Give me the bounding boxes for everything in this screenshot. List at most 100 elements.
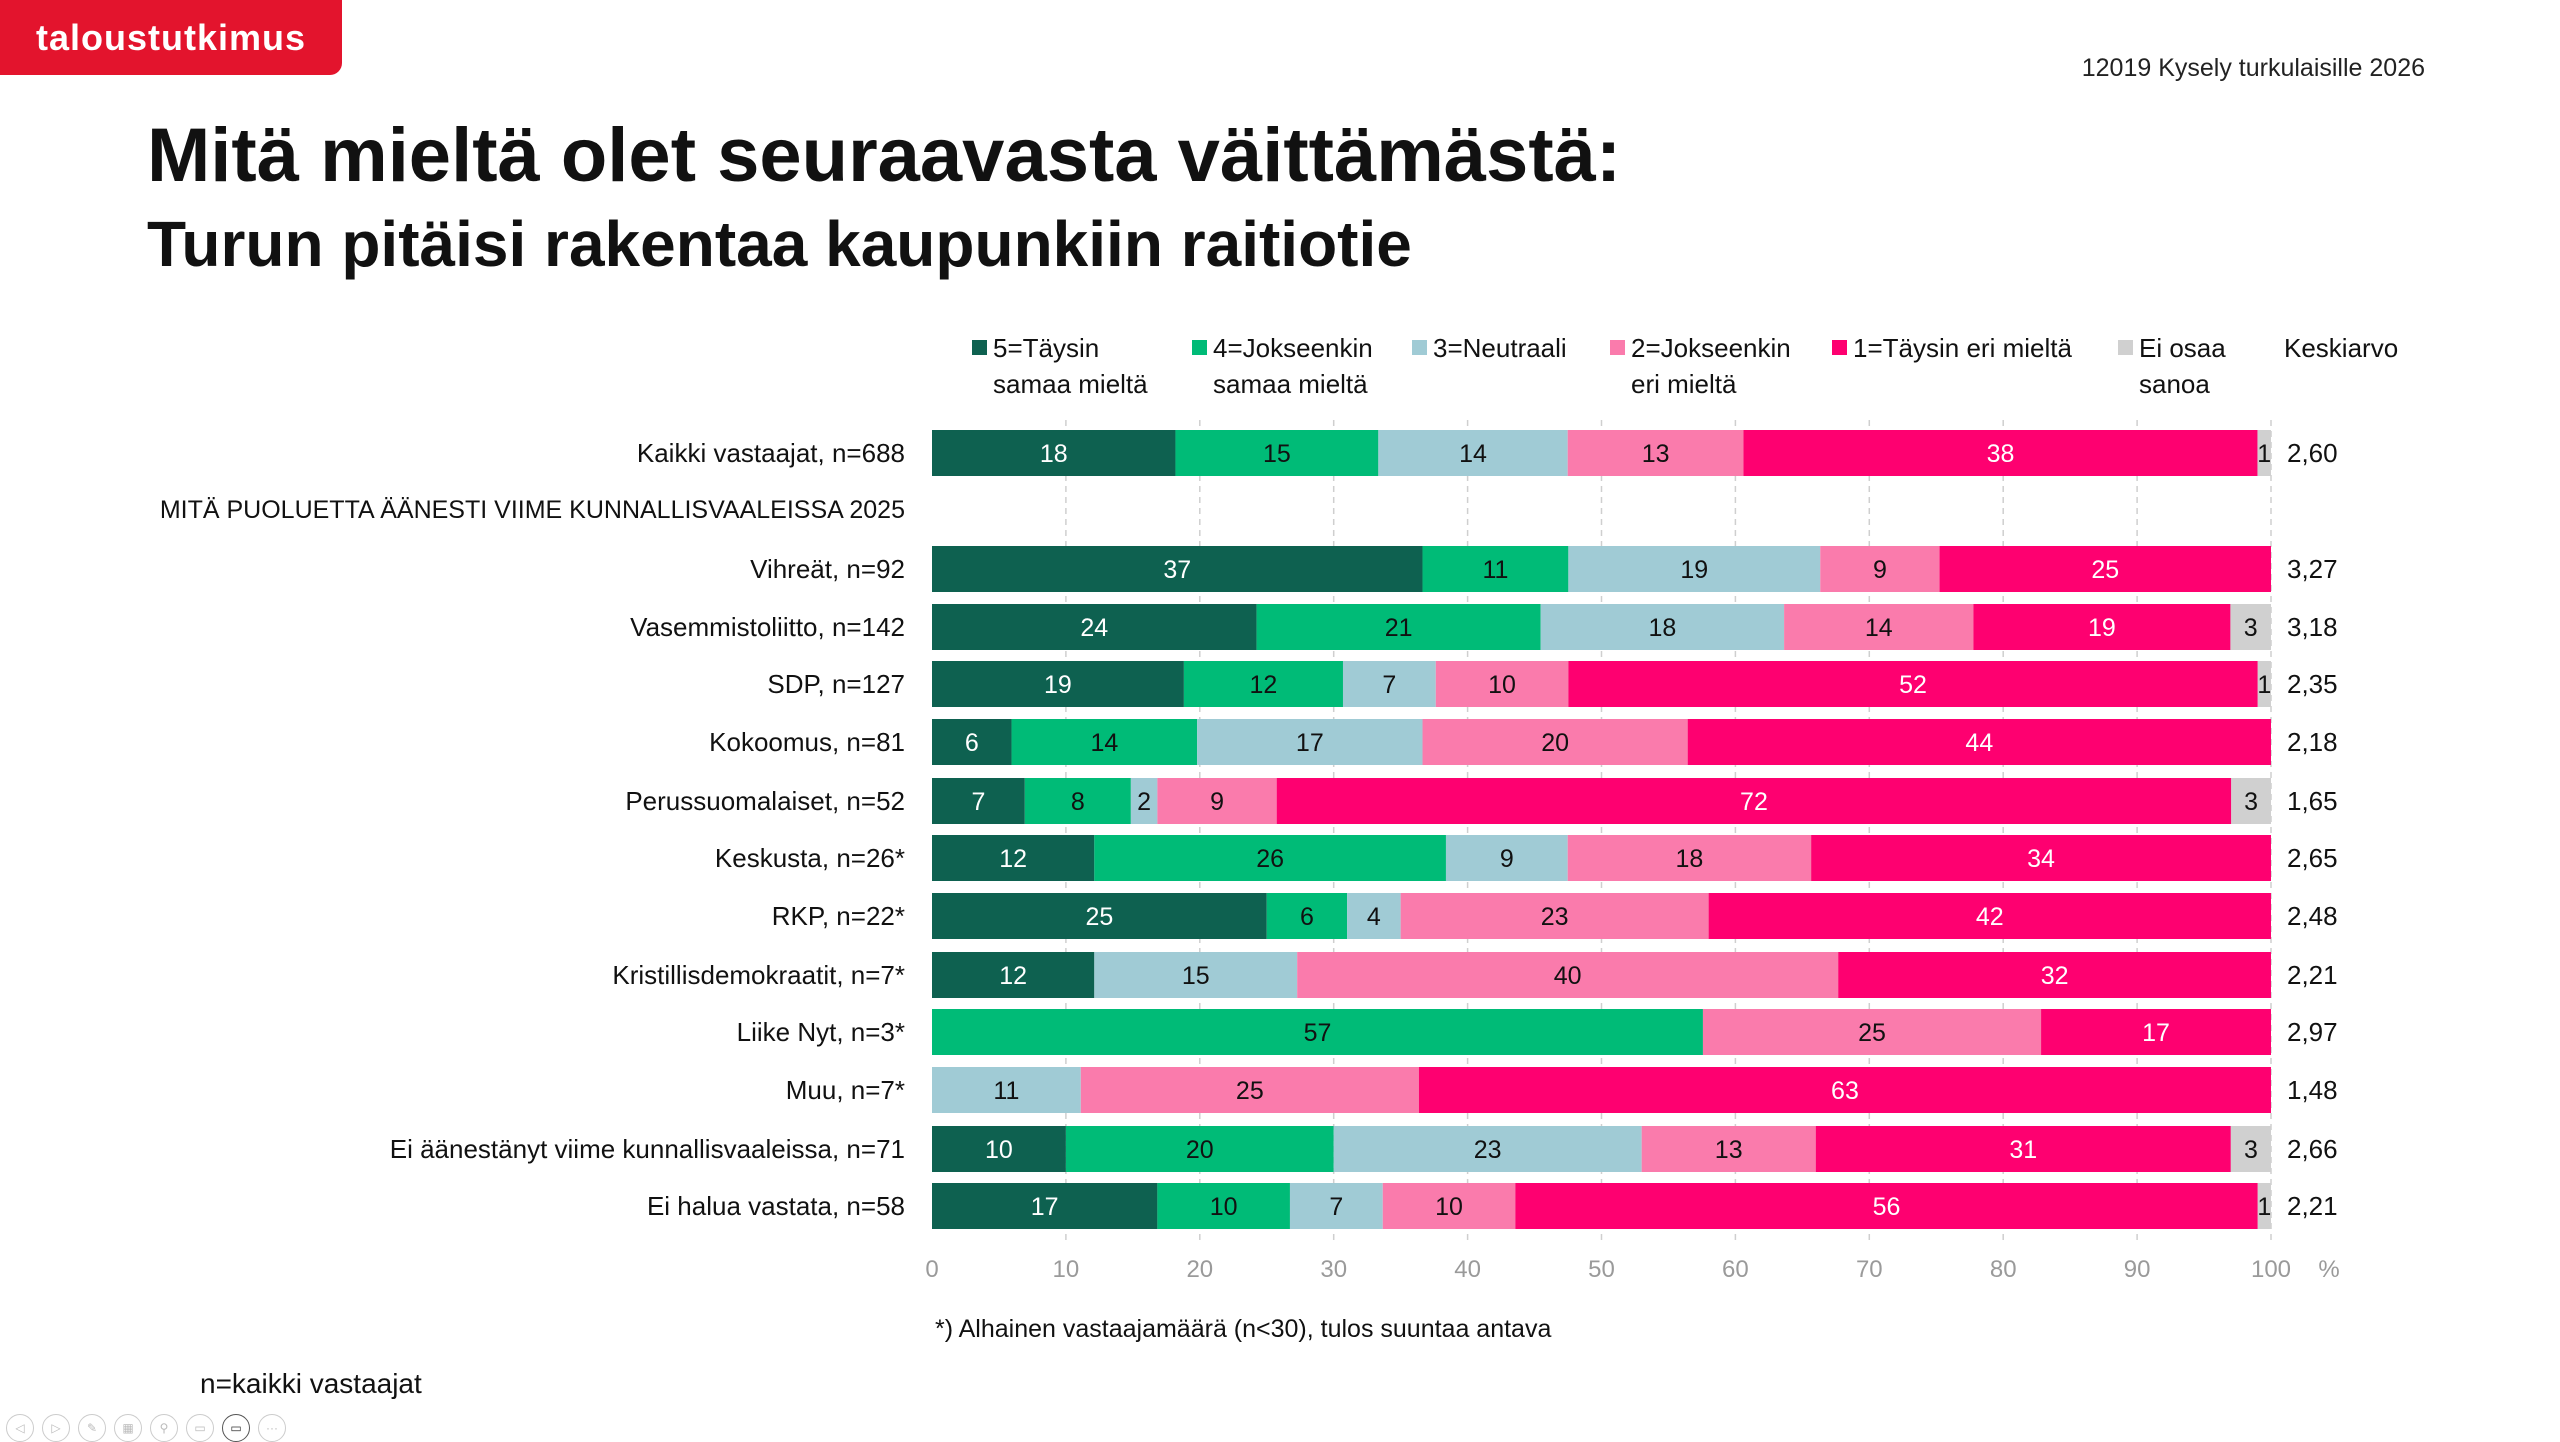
- row-label: Ei halua vastata, n=58: [647, 1191, 905, 1221]
- data-label: 11: [993, 1077, 1019, 1105]
- data-label: 19: [1044, 671, 1072, 699]
- bar-segment: [1256, 604, 1541, 650]
- bar-segment: [1333, 1126, 1642, 1172]
- data-label: 20: [1541, 729, 1569, 757]
- data-label: 24: [1080, 614, 1108, 642]
- data-label: 7: [1329, 1193, 1343, 1221]
- legend-swatch: [1192, 340, 1207, 355]
- slides-grid-icon[interactable]: ▦: [114, 1414, 142, 1442]
- subtitles-icon[interactable]: ▭: [186, 1414, 214, 1442]
- legend-swatch: [1832, 340, 1847, 355]
- bar-segment: [932, 893, 1267, 939]
- bar-segment: [1743, 430, 2258, 476]
- section-label: MITÄ PUOLUETTA ÄÄNESTI VIIME KUNNALLISVA…: [160, 496, 905, 524]
- data-label: 14: [1865, 614, 1893, 642]
- bar-segment: [1820, 546, 1940, 592]
- x-tick-label: 100: [2251, 1256, 2291, 1283]
- data-label: 12: [999, 845, 1027, 873]
- bar-segment: [1266, 893, 1348, 939]
- data-label: 23: [1541, 903, 1569, 931]
- x-tick-label: 10: [1053, 1256, 1080, 1283]
- mean-value: 2,21: [2287, 960, 2338, 990]
- legend-label: 5=Täysin: [993, 333, 1099, 363]
- mean-value: 2,60: [2287, 438, 2338, 468]
- camera-icon[interactable]: ▭: [222, 1414, 250, 1442]
- mean-value: 2,66: [2287, 1134, 2338, 1164]
- data-label: 18: [1040, 440, 1068, 468]
- bar-segment: [1784, 604, 1974, 650]
- data-label: 44: [1965, 729, 1993, 757]
- data-label: 63: [1831, 1077, 1859, 1105]
- bar-segment: [1515, 1183, 2258, 1229]
- x-tick-label: 30: [1320, 1256, 1347, 1283]
- bar-segment: [932, 661, 1184, 707]
- bar-segment: [932, 952, 1095, 998]
- pen-icon[interactable]: ✎: [78, 1414, 106, 1442]
- bar-segment: [1435, 661, 1569, 707]
- data-label: 14: [1090, 729, 1118, 757]
- bar-segment: [1939, 546, 2271, 592]
- data-label: 42: [1976, 903, 2004, 931]
- data-label: 13: [1715, 1136, 1743, 1164]
- legend-label: 2=Jokseenkin: [1631, 333, 1791, 363]
- data-label: 19: [1680, 556, 1708, 584]
- bar-segment: [1197, 719, 1423, 765]
- bar-segment: [932, 430, 1176, 476]
- brand-logo: taloustutkimus: [0, 0, 342, 75]
- next-slide-icon[interactable]: ▷: [42, 1414, 70, 1442]
- mean-value: 3,27: [2287, 554, 2338, 584]
- bar-segment: [1815, 1126, 2231, 1172]
- data-label: 1: [2257, 671, 2271, 699]
- data-label: 25: [2091, 556, 2119, 584]
- data-label: 9: [1873, 556, 1887, 584]
- bar-segment: [1382, 1183, 1516, 1229]
- mean-value: 2,21: [2287, 1191, 2338, 1221]
- data-label: 6: [965, 729, 979, 757]
- x-tick-label: 40: [1454, 1256, 1481, 1283]
- bar-segment: [1567, 430, 1744, 476]
- row-label: Keskusta, n=26*: [715, 843, 905, 873]
- data-label: 3: [2244, 788, 2258, 816]
- row-label: Kristillisdemokraatit, n=7*: [612, 960, 905, 990]
- page-subtitle: Turun pitäisi rakentaa kaupunkiin raitio…: [147, 208, 1412, 280]
- more-options-icon[interactable]: ···: [258, 1414, 286, 1442]
- bar-segment: [1378, 430, 1568, 476]
- bar-segment: [1973, 604, 2231, 650]
- bar-segment: [932, 1067, 1081, 1113]
- data-label: 34: [2027, 845, 2055, 873]
- legend-label: sanoa: [2139, 369, 2210, 399]
- bar-segment: [1687, 719, 2271, 765]
- bar-segment: [1400, 893, 1709, 939]
- page-title: Mitä mieltä olet seuraavasta väittämästä…: [147, 113, 1622, 198]
- mean-value: 2,65: [2287, 843, 2338, 873]
- data-label: 52: [1899, 671, 1927, 699]
- data-label: 25: [1085, 903, 1113, 931]
- bar-segment: [1838, 952, 2271, 998]
- x-unit-label: %: [2318, 1256, 2339, 1283]
- previous-slide-icon[interactable]: ◁: [6, 1414, 34, 1442]
- data-label: 72: [1740, 788, 1768, 816]
- data-label: 25: [1236, 1077, 1264, 1105]
- zoom-icon[interactable]: ⚲: [150, 1414, 178, 1442]
- bar-segment: [1289, 1183, 1383, 1229]
- bar-segment: [1130, 778, 1158, 824]
- bar-segment: [1175, 430, 1379, 476]
- data-label: 9: [1210, 788, 1224, 816]
- mean-header: Keskiarvo: [2284, 333, 2398, 363]
- row-label: RKP, n=22*: [772, 901, 905, 931]
- legend-label: samaa mieltä: [993, 369, 1148, 399]
- data-label: 10: [1488, 671, 1516, 699]
- bar-segment: [1183, 661, 1343, 707]
- bar-segment: [1011, 719, 1198, 765]
- data-label: 10: [1435, 1193, 1463, 1221]
- data-label: 9: [1500, 845, 1514, 873]
- data-label: 32: [2041, 962, 2069, 990]
- x-tick-label: 50: [1588, 1256, 1615, 1283]
- bar-segment: [1094, 835, 1446, 881]
- bar-segment: [1540, 604, 1785, 650]
- data-label: 19: [2088, 614, 2116, 642]
- legend-swatch: [1610, 340, 1625, 355]
- bar-segment: [2230, 1126, 2271, 1172]
- row-label: Muu, n=7*: [786, 1075, 905, 1105]
